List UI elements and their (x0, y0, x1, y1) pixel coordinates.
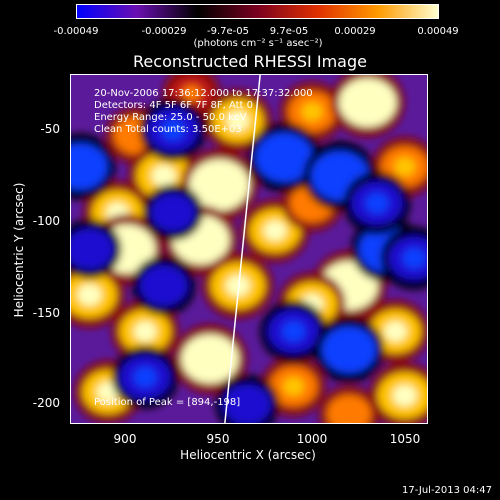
colorbar-tick-label: -0.00029 (141, 26, 187, 37)
heatmap-blob-core (354, 90, 381, 114)
heatmap-blobs (71, 75, 427, 423)
heatmap-blob-core (394, 157, 416, 177)
heatmap-blob-core (282, 321, 305, 342)
heatmap-blob-core (236, 395, 258, 415)
annotation-detectors: Detectors: 4F 5F 6F 7F 8F, Att 0 (94, 100, 254, 111)
colorbar-tick-label: 0.00029 (334, 26, 376, 37)
colorbar-tick-label: -0.00049 (53, 26, 99, 37)
heatmap-blob-core (205, 172, 233, 197)
heatmap-blob-core (182, 85, 201, 102)
heatmap-blob-core (151, 164, 176, 187)
heatmap-blob-core (301, 102, 323, 122)
colorbar-tick-label: -9.7e-05 (207, 26, 249, 37)
heatmap-blob-core (339, 404, 360, 423)
heatmap-blob-core (336, 338, 362, 361)
annotation-peak-position: Position of Peak = [894,-198] (94, 397, 241, 408)
annotation-energy-range: Energy Range: 25.0 - 50.0 keV (94, 112, 247, 123)
footer-date: 17-Jul-2013 04:47 (401, 485, 492, 496)
solar-limb-line (224, 75, 261, 423)
y-tick-label: -200 (32, 396, 60, 410)
heatmap-blob-core (133, 321, 157, 342)
heatmap-blob-core (282, 376, 305, 396)
chart-title: Reconstructed RHESSI Image (133, 52, 367, 71)
x-tick-label: 1050 (389, 432, 421, 446)
heatmap-blob-core (187, 228, 214, 252)
image-plot-area (70, 74, 428, 424)
colorbar-units-label: (photons cm⁻² s⁻¹ asec⁻²) (193, 38, 323, 49)
x-axis-label: Heliocentric X (arcsec) (180, 448, 316, 462)
heatmap-blob-core (384, 321, 407, 342)
heatmap-blob-core (163, 203, 183, 222)
x-tick-label: 900 (113, 432, 137, 446)
heatmap-blob-core (153, 276, 175, 296)
colorbar (76, 4, 439, 19)
heatmap-blob-core (78, 239, 101, 259)
y-axis-label: Heliocentric Y (arcsec) (12, 182, 26, 318)
y-tick-label: -100 (32, 214, 60, 228)
heatmap-blob-core (402, 247, 426, 269)
heatmap-blob-core (263, 220, 287, 241)
heatmap-blob-core (365, 193, 389, 214)
heatmap-svg (71, 75, 427, 423)
y-tick-label: -50 (40, 122, 60, 136)
heatmap-blob-core (271, 145, 298, 169)
heatmap-blob-core (133, 367, 157, 388)
heatmap-blob-core (225, 274, 251, 297)
x-tick-label: 1000 (296, 432, 328, 446)
heatmap-blob-core (71, 155, 93, 178)
colorbar-tick-label: 0.00049 (417, 26, 459, 37)
heatmap-blob-core (326, 164, 353, 188)
y-tick-label: -150 (32, 306, 60, 320)
annotation-time-range: 20-Nov-2006 17:36:12.000 to 17:37:32.000 (94, 88, 313, 99)
heatmap-blob-core (161, 119, 185, 141)
x-tick-label: 950 (206, 432, 230, 446)
heatmap-blob-core (392, 384, 417, 407)
heatmap-blob-core (226, 110, 250, 131)
annotation-clean-counts: Clean Total counts: 3.50E+03 (94, 124, 242, 135)
heatmap-blob-core (77, 283, 102, 306)
colorbar-tick-label: 9.7e-05 (269, 26, 309, 37)
heatmap-blob-core (197, 347, 223, 371)
